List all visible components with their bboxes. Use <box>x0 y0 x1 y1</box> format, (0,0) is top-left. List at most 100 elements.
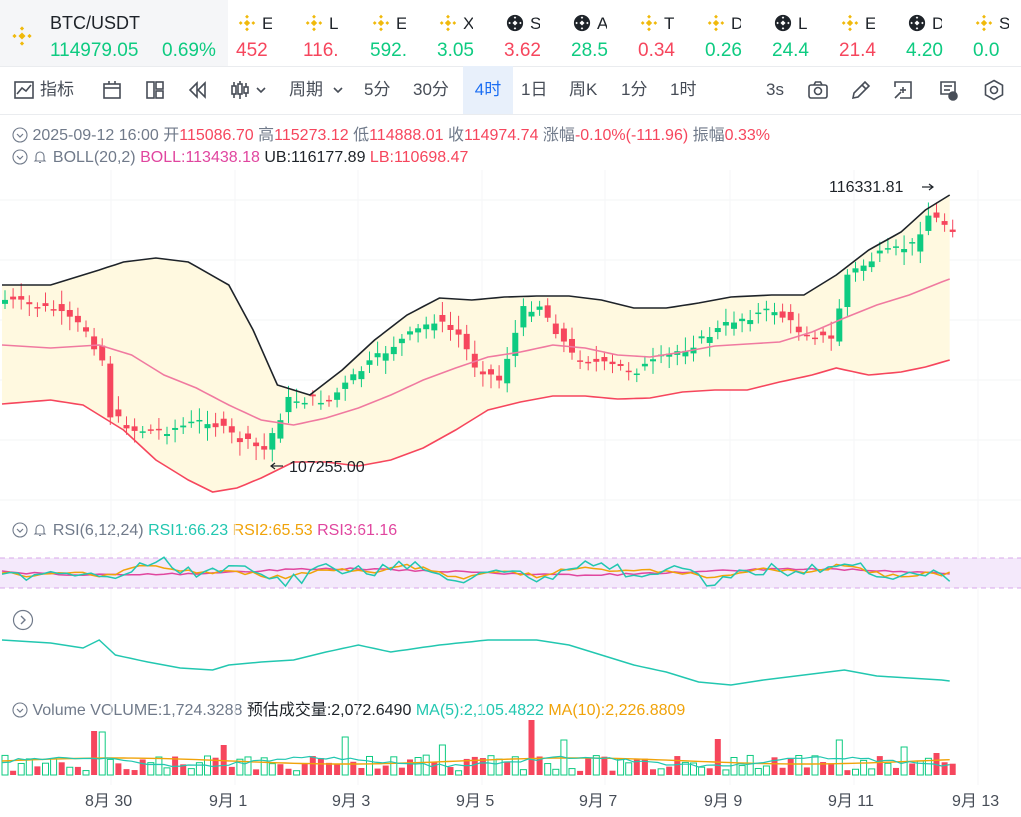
boll-collapse-icon[interactable] <box>12 149 28 165</box>
min-price-marker: 107255.00 <box>270 459 365 476</box>
ticker-item[interactable]: S 0.0 <box>965 0 1021 66</box>
add-drawing-icon[interactable] <box>891 78 915 102</box>
amp-value: 0.33% <box>724 127 771 144</box>
main-ticker[interactable]: BTC/USDT 114979.05 0.69% <box>0 0 228 66</box>
candle-body <box>382 353 389 361</box>
candle-body <box>34 307 41 309</box>
refresh-rate-button[interactable]: 3s <box>766 80 784 99</box>
volume-bar <box>431 761 438 775</box>
volume-bar <box>511 756 519 776</box>
ticker-item[interactable]: E 452 <box>228 0 295 66</box>
ticker-item[interactable]: T 0.34 <box>630 0 697 66</box>
bnb-icon <box>975 14 993 32</box>
volume-bar <box>25 758 33 776</box>
replay-icon[interactable] <box>186 78 210 102</box>
volume-bar <box>155 756 163 776</box>
interval-1d[interactable]: 1日 <box>521 80 548 99</box>
volume-bar <box>779 767 786 775</box>
interval-1w[interactable]: 周K <box>569 80 598 99</box>
volume-bar <box>820 762 827 775</box>
collapse-chevron-icon[interactable] <box>12 127 28 143</box>
ticker-item[interactable]: S 3.62 <box>496 0 563 66</box>
volume-bar <box>42 762 49 776</box>
indicators-button[interactable]: 指标 <box>40 80 74 99</box>
volume-bar <box>641 758 648 775</box>
volume-bar <box>455 770 463 776</box>
volume-bar <box>706 768 713 775</box>
ticker-value: 592. <box>370 40 407 61</box>
boll-name: BOLL(20,2) <box>52 149 136 166</box>
interval-30m[interactable]: 30分 <box>413 80 449 99</box>
ticker-item[interactable]: D 0.26 <box>697 0 764 66</box>
ticker-value: 452 <box>236 40 268 61</box>
volume-bar <box>650 769 656 775</box>
candle-body <box>763 308 770 311</box>
candle-body <box>155 428 162 431</box>
candle-body <box>26 302 33 305</box>
bell-alert-icon[interactable] <box>32 149 48 165</box>
volume-name: Volume <box>32 702 86 719</box>
ticker-item[interactable]: E 21.4 <box>831 0 898 66</box>
ticker-value: 0.0 <box>973 40 1000 61</box>
volume-bar <box>1 754 9 776</box>
candle-body <box>593 358 600 362</box>
high-label: 高 <box>258 127 275 144</box>
indicator-chart-icon[interactable] <box>12 78 36 102</box>
volume-bar <box>495 758 503 776</box>
candle-body <box>139 431 146 433</box>
candle-body <box>107 363 114 418</box>
split-view-icon[interactable] <box>143 78 167 102</box>
candle-body <box>350 374 357 381</box>
candle-body <box>901 249 908 253</box>
ticker-value: 0.26 <box>705 40 742 61</box>
candle-body <box>50 309 57 311</box>
volume-bar <box>714 739 721 775</box>
ticker-item[interactable]: A 28.5 <box>563 0 630 66</box>
max-price-marker: 116331.81 <box>829 179 934 196</box>
chevron-down-icon[interactable] <box>254 78 268 102</box>
candle-body <box>317 402 324 405</box>
camera-icon[interactable] <box>806 78 830 102</box>
volume-bar <box>601 756 608 775</box>
ticker-item[interactable]: X 3.05 <box>429 0 496 66</box>
ticker-symbol: T <box>664 14 674 33</box>
volume-bar <box>277 764 284 775</box>
rsi-collapse-icon[interactable] <box>12 522 28 538</box>
boll-lower-line <box>1 359 950 493</box>
candle-date: 2025-09-12 16:00 <box>32 127 159 144</box>
interval-4h[interactable]: 4时 <box>463 66 513 114</box>
volume-bar <box>123 769 130 775</box>
candle-body <box>552 323 559 335</box>
bnb-icon <box>640 14 658 32</box>
ticker-item[interactable]: E 592. <box>362 0 429 66</box>
interval-5m[interactable]: 5分 <box>364 80 391 99</box>
draw-pen-icon[interactable] <box>849 78 873 102</box>
layout-icon[interactable] <box>100 78 124 102</box>
ticker-item[interactable]: L 116. <box>295 0 362 66</box>
candle-body <box>512 332 519 356</box>
candle-body <box>812 337 818 340</box>
volume-bar <box>933 753 940 775</box>
ticker-item[interactable]: L 24.4 <box>764 0 831 66</box>
close-label: 收 <box>448 127 465 144</box>
volume-bar <box>803 767 810 775</box>
interval-1h[interactable]: 1时 <box>670 80 697 99</box>
volume-bar <box>326 762 332 775</box>
ticker-item[interactable]: D 4.20 <box>898 0 965 66</box>
ticker-value: 24.4 <box>772 40 809 61</box>
settings-gear-icon[interactable] <box>982 78 1006 102</box>
interval-1min[interactable]: 1分 <box>621 80 648 99</box>
ticker-value: 21.4 <box>839 40 876 61</box>
period-button[interactable]: 周期 <box>289 80 323 99</box>
volume-bar <box>163 767 171 776</box>
rsi-bell-icon[interactable] <box>32 522 48 538</box>
eraser-icon[interactable] <box>936 78 960 102</box>
period-chevron-icon[interactable] <box>330 78 346 102</box>
volume-bar <box>50 758 58 776</box>
ticker-symbol: E <box>396 14 406 34</box>
candle-body <box>407 331 413 335</box>
expand-pane-icon[interactable] <box>12 609 34 631</box>
volume-collapse-icon[interactable] <box>12 702 28 718</box>
candlestick-type-icon[interactable] <box>228 78 252 102</box>
